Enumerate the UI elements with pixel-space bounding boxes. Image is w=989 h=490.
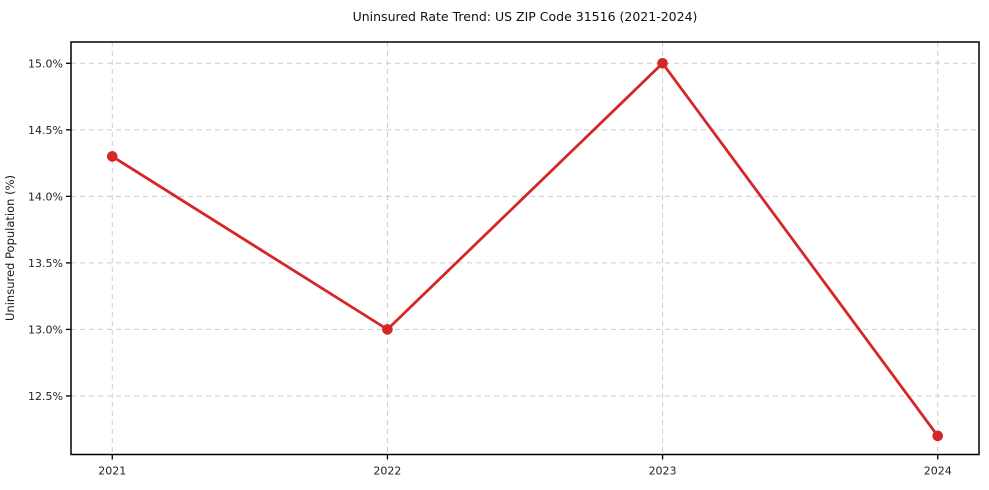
y-tick-label: 13.5% bbox=[28, 257, 63, 270]
data-point-marker bbox=[657, 57, 668, 69]
axis-layer: 12.5% 13.0% 13.5% 14.0% 14.5% 15.0% 2021 2022 20… bbox=[28, 41, 980, 478]
x-tick-label: 2021 bbox=[98, 465, 126, 478]
y-tick-label: 15.0% bbox=[28, 57, 63, 70]
y-axis-label: Uninsured Population (%) bbox=[3, 175, 17, 321]
trend-line bbox=[110, 61, 940, 438]
data-point-marker bbox=[932, 430, 944, 442]
x-tick-label: 2022 bbox=[373, 465, 401, 478]
chart-title: Uninsured Rate Trend: US ZIP Code 31516 … bbox=[353, 9, 698, 24]
grid-layer bbox=[71, 42, 979, 455]
data-series-layer bbox=[106, 57, 944, 442]
y-tick-label: 13.0% bbox=[28, 323, 63, 336]
x-tick-label: 2023 bbox=[649, 465, 677, 478]
x-tick-label: 2024 bbox=[924, 465, 952, 478]
y-tick-label: 14.5% bbox=[28, 124, 63, 137]
data-point-marker bbox=[382, 324, 393, 335]
data-point-marker bbox=[106, 151, 118, 162]
y-tick-label: 14.0% bbox=[28, 190, 63, 203]
y-tick-label: 12.5% bbox=[28, 390, 63, 403]
axes-spines bbox=[70, 41, 980, 456]
